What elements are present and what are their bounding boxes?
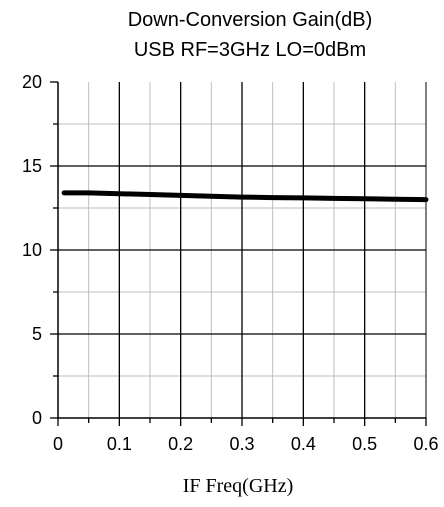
series-line-0 <box>64 193 426 200</box>
x-tick-label: 0.3 <box>229 434 254 454</box>
y-tick-label: 0 <box>32 408 42 428</box>
y-axis-ticks: 0 5 10 15 20 <box>22 72 58 428</box>
chart-title: Down-Conversion Gain(dB) <box>128 9 373 31</box>
y-tick-label: 5 <box>32 324 42 344</box>
x-tick-label: 0.5 <box>352 434 377 454</box>
x-axis-ticks: 0 0.1 0.2 0.3 0.4 0.5 0.6 <box>53 418 439 454</box>
chart-subtitle: USB RF=3GHz LO=0dBm <box>134 39 366 61</box>
series-layer <box>64 193 426 200</box>
y-tick-label: 20 <box>22 72 42 92</box>
y-tick-label: 10 <box>22 240 42 260</box>
x-tick-label: 0.6 <box>413 434 438 454</box>
major-grid <box>58 82 426 418</box>
x-axis-label: IF Freq(GHz) <box>183 475 294 497</box>
y-tick-label: 15 <box>22 156 42 176</box>
x-tick-label: 0.2 <box>168 434 193 454</box>
x-tick-label: 0.1 <box>107 434 132 454</box>
x-tick-label: 0 <box>53 434 63 454</box>
x-tick-label: 0.4 <box>291 434 316 454</box>
